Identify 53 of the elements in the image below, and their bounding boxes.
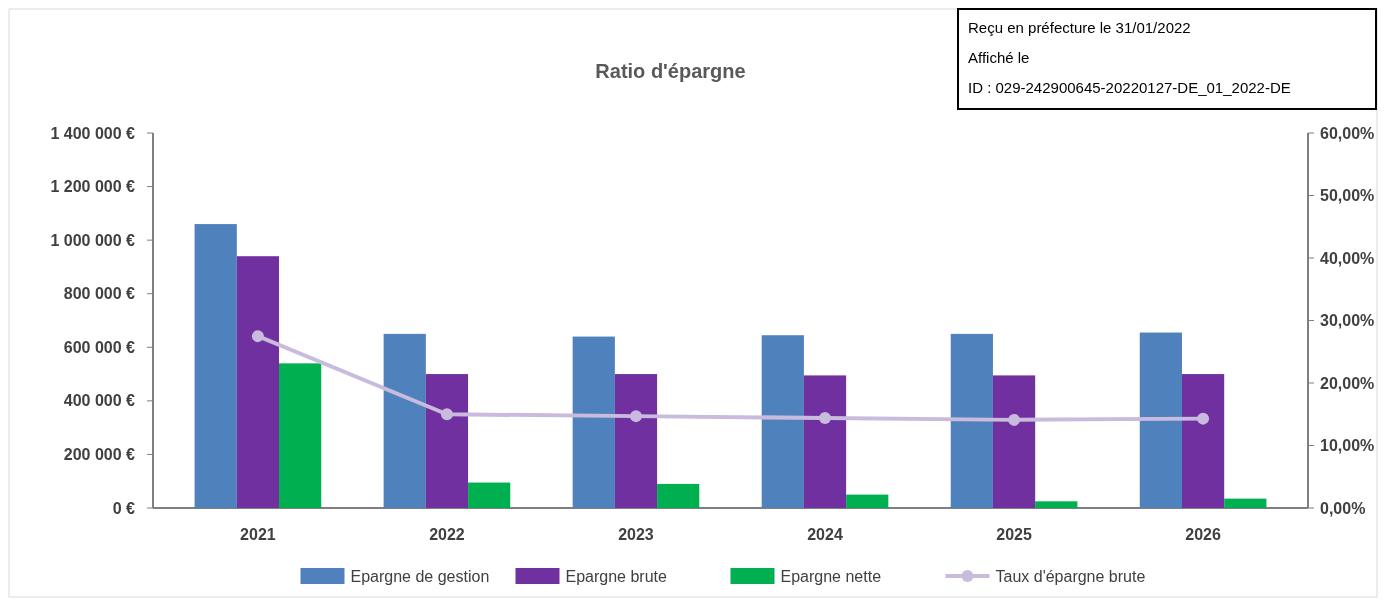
point (440, 408, 453, 421)
y-tick-label: 1 200 000 € (50, 178, 136, 196)
x-tick-label: 2023 (618, 526, 654, 543)
y2-tick-label: 40,00% (1320, 249, 1375, 267)
text: Affiché le (968, 49, 1030, 66)
y-tick-label: 0 € (112, 499, 136, 517)
y2-tick-label: 50,00% (1320, 187, 1375, 205)
bar (383, 333, 426, 508)
point (251, 330, 264, 343)
bar (846, 494, 889, 508)
bar (572, 336, 615, 508)
x-tick-label: 2025 (996, 526, 1032, 543)
bar (761, 335, 804, 508)
legend-label: Epargne brute (565, 567, 668, 585)
point (629, 410, 642, 423)
bar (425, 374, 469, 508)
bar (657, 483, 700, 508)
y2-tick-label: 60,00% (1320, 124, 1375, 142)
y-tick-label: 200 000 € (63, 446, 136, 464)
y2-tick-label: 20,00% (1320, 374, 1375, 392)
x-tick-label: 2021 (240, 526, 276, 543)
x-tick-label: 2022 (429, 526, 465, 543)
y-tick-label: 1 400 000 € (50, 124, 136, 142)
y-tick-label: 600 000 € (63, 338, 136, 356)
bar (468, 482, 511, 508)
x-tick-label: 2026 (1185, 526, 1221, 543)
chart-title: Ratio d'épargne (595, 60, 746, 82)
y2-tick-label: 0,00% (1320, 499, 1366, 517)
text: ID : 029-242900645-20220127-DE_01_2022-DE (968, 79, 1291, 96)
y2-tick-label: 30,00% (1320, 312, 1375, 330)
bar (1139, 332, 1182, 508)
bar (279, 363, 322, 508)
bar (194, 224, 237, 508)
bar (236, 256, 280, 508)
point (819, 412, 832, 424)
legend-label: Epargne nette (780, 567, 882, 585)
legend-label: Taux d'épargne brute (995, 567, 1146, 585)
bar (1224, 498, 1267, 508)
bar (614, 374, 658, 508)
point (1197, 412, 1210, 425)
bar (803, 375, 847, 508)
legend-label: Epargne de gestion (350, 567, 490, 585)
text: Reçu en préfecture le 31/01/2022 (968, 19, 1191, 36)
y-tick-label: 1 000 000 € (50, 231, 136, 249)
bar (1181, 374, 1225, 508)
y-tick-label: 400 000 € (63, 392, 136, 410)
bar (1035, 501, 1078, 508)
bar (992, 375, 1036, 508)
y2-tick-label: 10,00% (1320, 437, 1375, 455)
point (1008, 413, 1021, 426)
y-tick-label: 800 000 € (63, 285, 136, 303)
x-tick-label: 2024 (807, 526, 843, 543)
bar (950, 333, 993, 508)
